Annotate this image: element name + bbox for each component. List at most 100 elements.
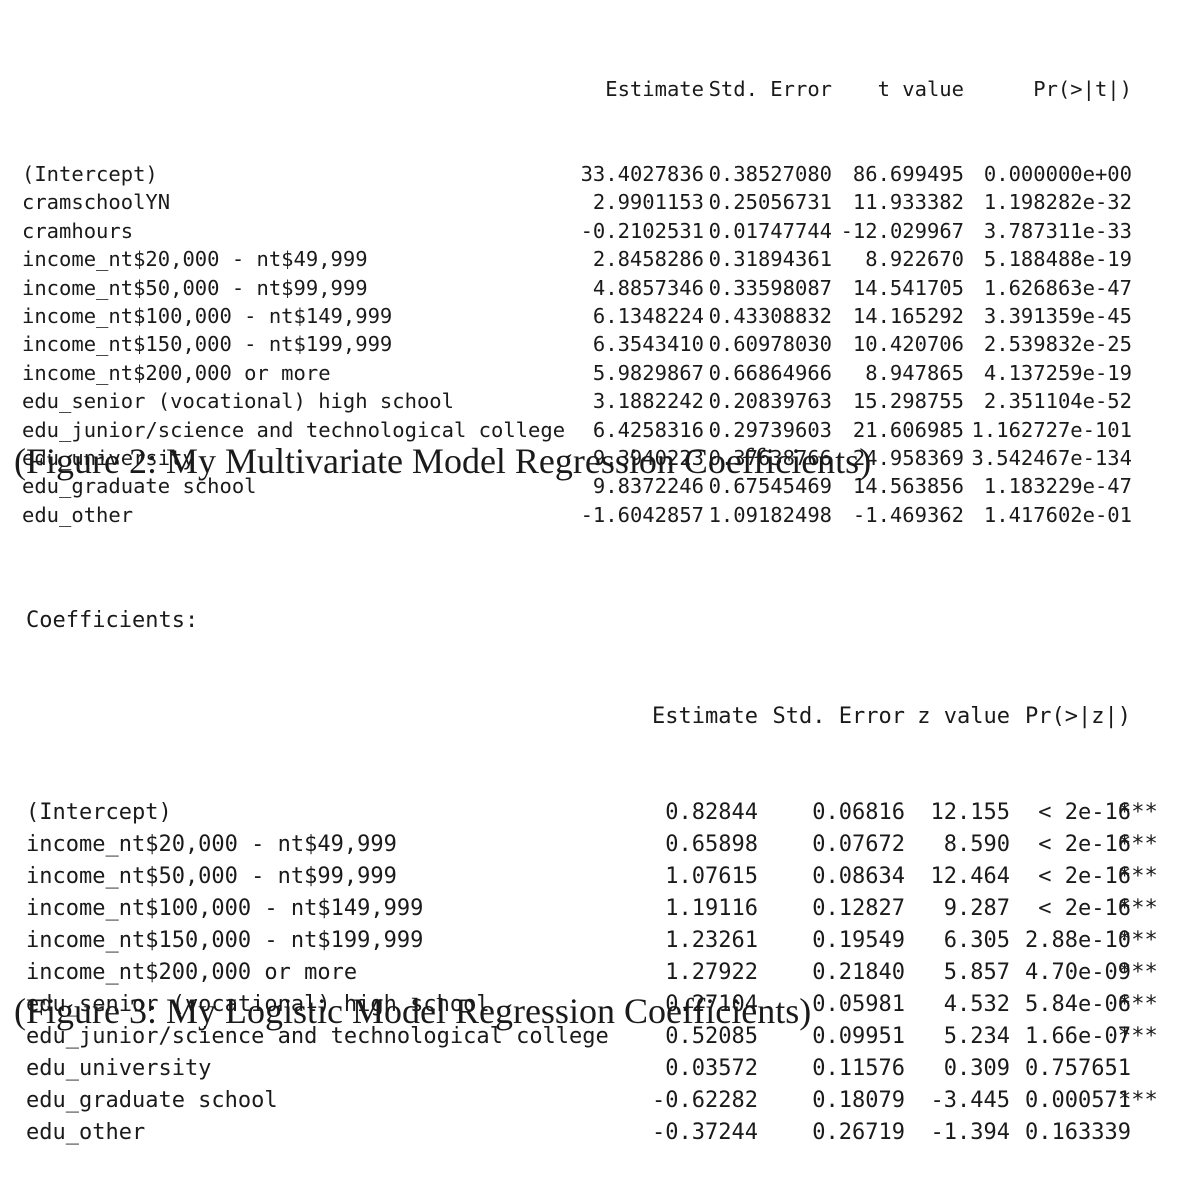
table-row: income_nt$200,000 or more 5.9829867 0.6686… (22, 359, 1182, 387)
cell-std-error: 0.07672 (812, 832, 905, 857)
table-row: edu_senior (vocational) high school 0.271… (26, 989, 1176, 1021)
cell-estimate: 1.23261 (665, 928, 758, 953)
row-label: cramschoolYN (22, 190, 171, 215)
row-label: income_nt$50,000 - nt$99,999 (22, 275, 368, 300)
cell-estimate: 5.9829867 (592, 360, 704, 385)
cell-p-value: 4.137259e-19 (983, 360, 1132, 385)
cell-std-error: 0.31894361 (708, 247, 832, 272)
cell-std-error: 0.09951 (812, 1024, 905, 1049)
header-estimate: Estimate (652, 704, 758, 729)
cell-p-value: < 2e-16 (1038, 896, 1131, 921)
cell-std-error: 0.11576 (812, 1056, 905, 1081)
cell-p-value: 1.626863e-47 (983, 275, 1132, 300)
cell-std-error: 0.06816 (812, 800, 905, 825)
cell-std-error: 0.25056731 (708, 190, 832, 215)
logistic-coefficients-table: Coefficients: Estimate Std. Error z valu… (26, 541, 1176, 1181)
cell-std-error: 0.37638766 (708, 445, 832, 470)
cell-std-error: 0.18079 (812, 1088, 905, 1113)
cell-p-value: 5.188488e-19 (983, 247, 1132, 272)
cell-std-error: 0.29739603 (708, 417, 832, 442)
cell-z-value: -3.445 (930, 1088, 1010, 1113)
table-row: income_nt$20,000 - nt$49,999 2.8458286 0.3… (22, 245, 1182, 273)
header-std-error: Std. Error (708, 76, 832, 101)
cell-estimate: -0.62282 (652, 1088, 758, 1113)
header-p-value: Pr(>|t|) (1033, 76, 1132, 101)
table-row: income_nt$100,000 - nt$149,999 6.1348224 0… (22, 302, 1182, 330)
row-label: edu_university (22, 445, 195, 470)
table-title: Coefficients: (26, 605, 1176, 637)
cell-significance-stars: *** (1118, 960, 1158, 985)
row-label: edu_senior (vocational) high school (22, 389, 454, 414)
row-label: edu_junior/science and technological col… (26, 1024, 609, 1049)
table-row: edu_junior/science and technological col… (26, 1021, 1176, 1053)
cell-t-value: 14.165292 (852, 303, 964, 328)
cell-t-value: 8.922670 (865, 247, 964, 272)
cell-p-value: 0.000571 (1025, 1088, 1131, 1113)
cell-significance-stars: *** (1118, 800, 1158, 825)
row-label: income_nt$20,000 - nt$49,999 (26, 832, 397, 857)
cell-z-value: 6.305 (943, 928, 1010, 953)
cell-estimate: 3.1882242 (592, 389, 704, 414)
row-label: edu_other (22, 502, 134, 527)
row-label: cramhours (22, 218, 134, 243)
row-label: income_nt$100,000 - nt$149,999 (26, 896, 424, 921)
cell-significance-stars: *** (1118, 1088, 1158, 1113)
row-label: edu_graduate school (22, 474, 257, 499)
table-row: edu_graduate school -0.62282 0.18079 -3.445… (26, 1085, 1176, 1117)
cell-estimate: -0.37244 (652, 1120, 758, 1145)
row-label: edu_university (26, 1056, 212, 1081)
row-label: income_nt$200,000 or more (26, 960, 358, 985)
table-row: cramschoolYN 2.9901153 0.25056731 11.933382… (22, 188, 1182, 216)
table-row: (Intercept) 33.4027836 0.38527080 86.699495… (22, 160, 1182, 188)
row-label: income_nt$150,000 - nt$199,999 (26, 928, 424, 953)
cell-t-value: 10.420706 (852, 332, 964, 357)
cell-std-error: 0.05981 (812, 992, 905, 1017)
table-row: edu_university 9.3940223 0.37638766 24.9583… (22, 444, 1182, 472)
header-estimate: Estimate (605, 76, 704, 101)
cell-std-error: 0.21840 (812, 960, 905, 985)
cell-std-error: 0.33598087 (708, 275, 832, 300)
table-row: income_nt$150,000 - nt$199,999 6.3543410 0… (22, 330, 1182, 358)
table-row: edu_junior/science and technological col… (22, 416, 1182, 444)
cell-estimate: 0.65898 (665, 832, 758, 857)
cell-p-value: 3.542467e-134 (971, 445, 1132, 470)
cell-std-error: 0.43308832 (708, 303, 832, 328)
header-t-value: t value (877, 76, 964, 101)
cell-p-value: 1.66e-07 (1025, 1024, 1131, 1049)
cell-estimate: 9.8372246 (592, 474, 704, 499)
row-label: income_nt$150,000 - nt$199,999 (22, 332, 393, 357)
cell-t-value: 11.933382 (852, 190, 964, 215)
header-p-value: Pr(>|z|) (1025, 704, 1131, 729)
cell-estimate: 6.3543410 (592, 332, 704, 357)
cell-t-value: -12.029967 (840, 218, 964, 243)
cell-t-value: 15.298755 (852, 389, 964, 414)
table-row: income_nt$150,000 - nt$199,999 1.23261 0.1… (26, 925, 1176, 957)
table-row: edu_other -1.6042857 1.09182498 -1.469362 1.… (22, 501, 1182, 529)
cell-p-value: < 2e-16 (1038, 800, 1131, 825)
table-body: (Intercept) 33.4027836 0.38527080 86.699495… (22, 160, 1182, 529)
cell-estimate: 0.82844 (665, 800, 758, 825)
table-body: (Intercept) 0.82844 0.06816 12.155 < 2e-16 **… (26, 797, 1176, 1149)
cell-z-value: 9.287 (943, 896, 1010, 921)
cell-t-value: 14.563856 (852, 474, 964, 499)
cell-estimate: 6.4258316 (592, 417, 704, 442)
cell-p-value: 2.88e-10 (1025, 928, 1131, 953)
cell-std-error: 0.66864966 (708, 360, 832, 385)
cell-estimate: 9.3940223 (592, 445, 704, 470)
cell-z-value: 12.155 (930, 800, 1010, 825)
cell-estimate: 0.03572 (665, 1056, 758, 1081)
table-row: edu_university 0.03572 0.11576 0.309 0.75765… (26, 1053, 1176, 1085)
multivariate-coefficients-table: Estimate Std. Error t value Pr(>|t|) (In… (22, 18, 1182, 558)
cell-p-value: 0.000000e+00 (983, 162, 1132, 187)
coefficients-title: Coefficients: (26, 608, 199, 633)
cell-z-value: 0.309 (943, 1056, 1010, 1081)
cell-p-value: 3.787311e-33 (983, 218, 1132, 243)
table-row: income_nt$20,000 - nt$49,999 0.65898 0.076… (26, 829, 1176, 861)
cell-estimate: 1.27922 (665, 960, 758, 985)
cell-p-value: 2.539832e-25 (983, 332, 1132, 357)
row-label: (Intercept) (26, 800, 172, 825)
figure-3-caption: (Figure 3: My Logistic Model Regression … (14, 991, 812, 1031)
cell-t-value: 14.541705 (852, 275, 964, 300)
row-label: income_nt$100,000 - nt$149,999 (22, 303, 393, 328)
cell-p-value: 2.351104e-52 (983, 389, 1132, 414)
